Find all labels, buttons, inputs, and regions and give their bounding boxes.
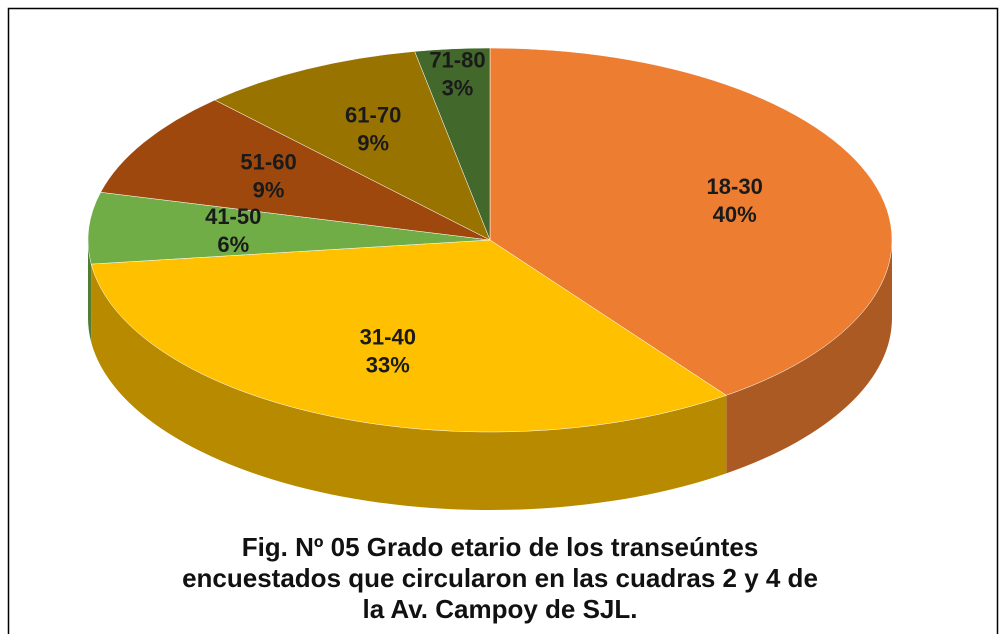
slice-category-label: 71-80 <box>429 47 485 72</box>
slice <box>214 51 491 241</box>
slice-value-label: 9% <box>357 130 389 155</box>
slice <box>489 47 893 396</box>
slice <box>87 191 491 265</box>
slice-value-label: 3% <box>442 75 474 100</box>
slice-value-label: 6% <box>217 232 249 257</box>
frame <box>7 7 999 634</box>
chart-title: Fig. Nº 05 Grado etario de los transeúnt… <box>182 532 818 624</box>
slice-side <box>88 240 92 343</box>
slice <box>90 239 727 433</box>
slice-category-label: 51-60 <box>240 149 296 174</box>
slice <box>100 99 491 241</box>
slice <box>414 47 491 241</box>
slice-value-label: 40% <box>713 202 757 227</box>
slice-value-label: 33% <box>366 353 410 378</box>
slice-side <box>726 240 892 474</box>
slice-category-label: 18-30 <box>707 174 763 199</box>
slice-category-label: 31-40 <box>360 325 416 350</box>
slice-value-label: 9% <box>253 177 285 202</box>
slice-side <box>91 264 727 511</box>
slice-category-label: 61-70 <box>345 102 401 127</box>
slice-category-label: 41-50 <box>205 204 261 229</box>
